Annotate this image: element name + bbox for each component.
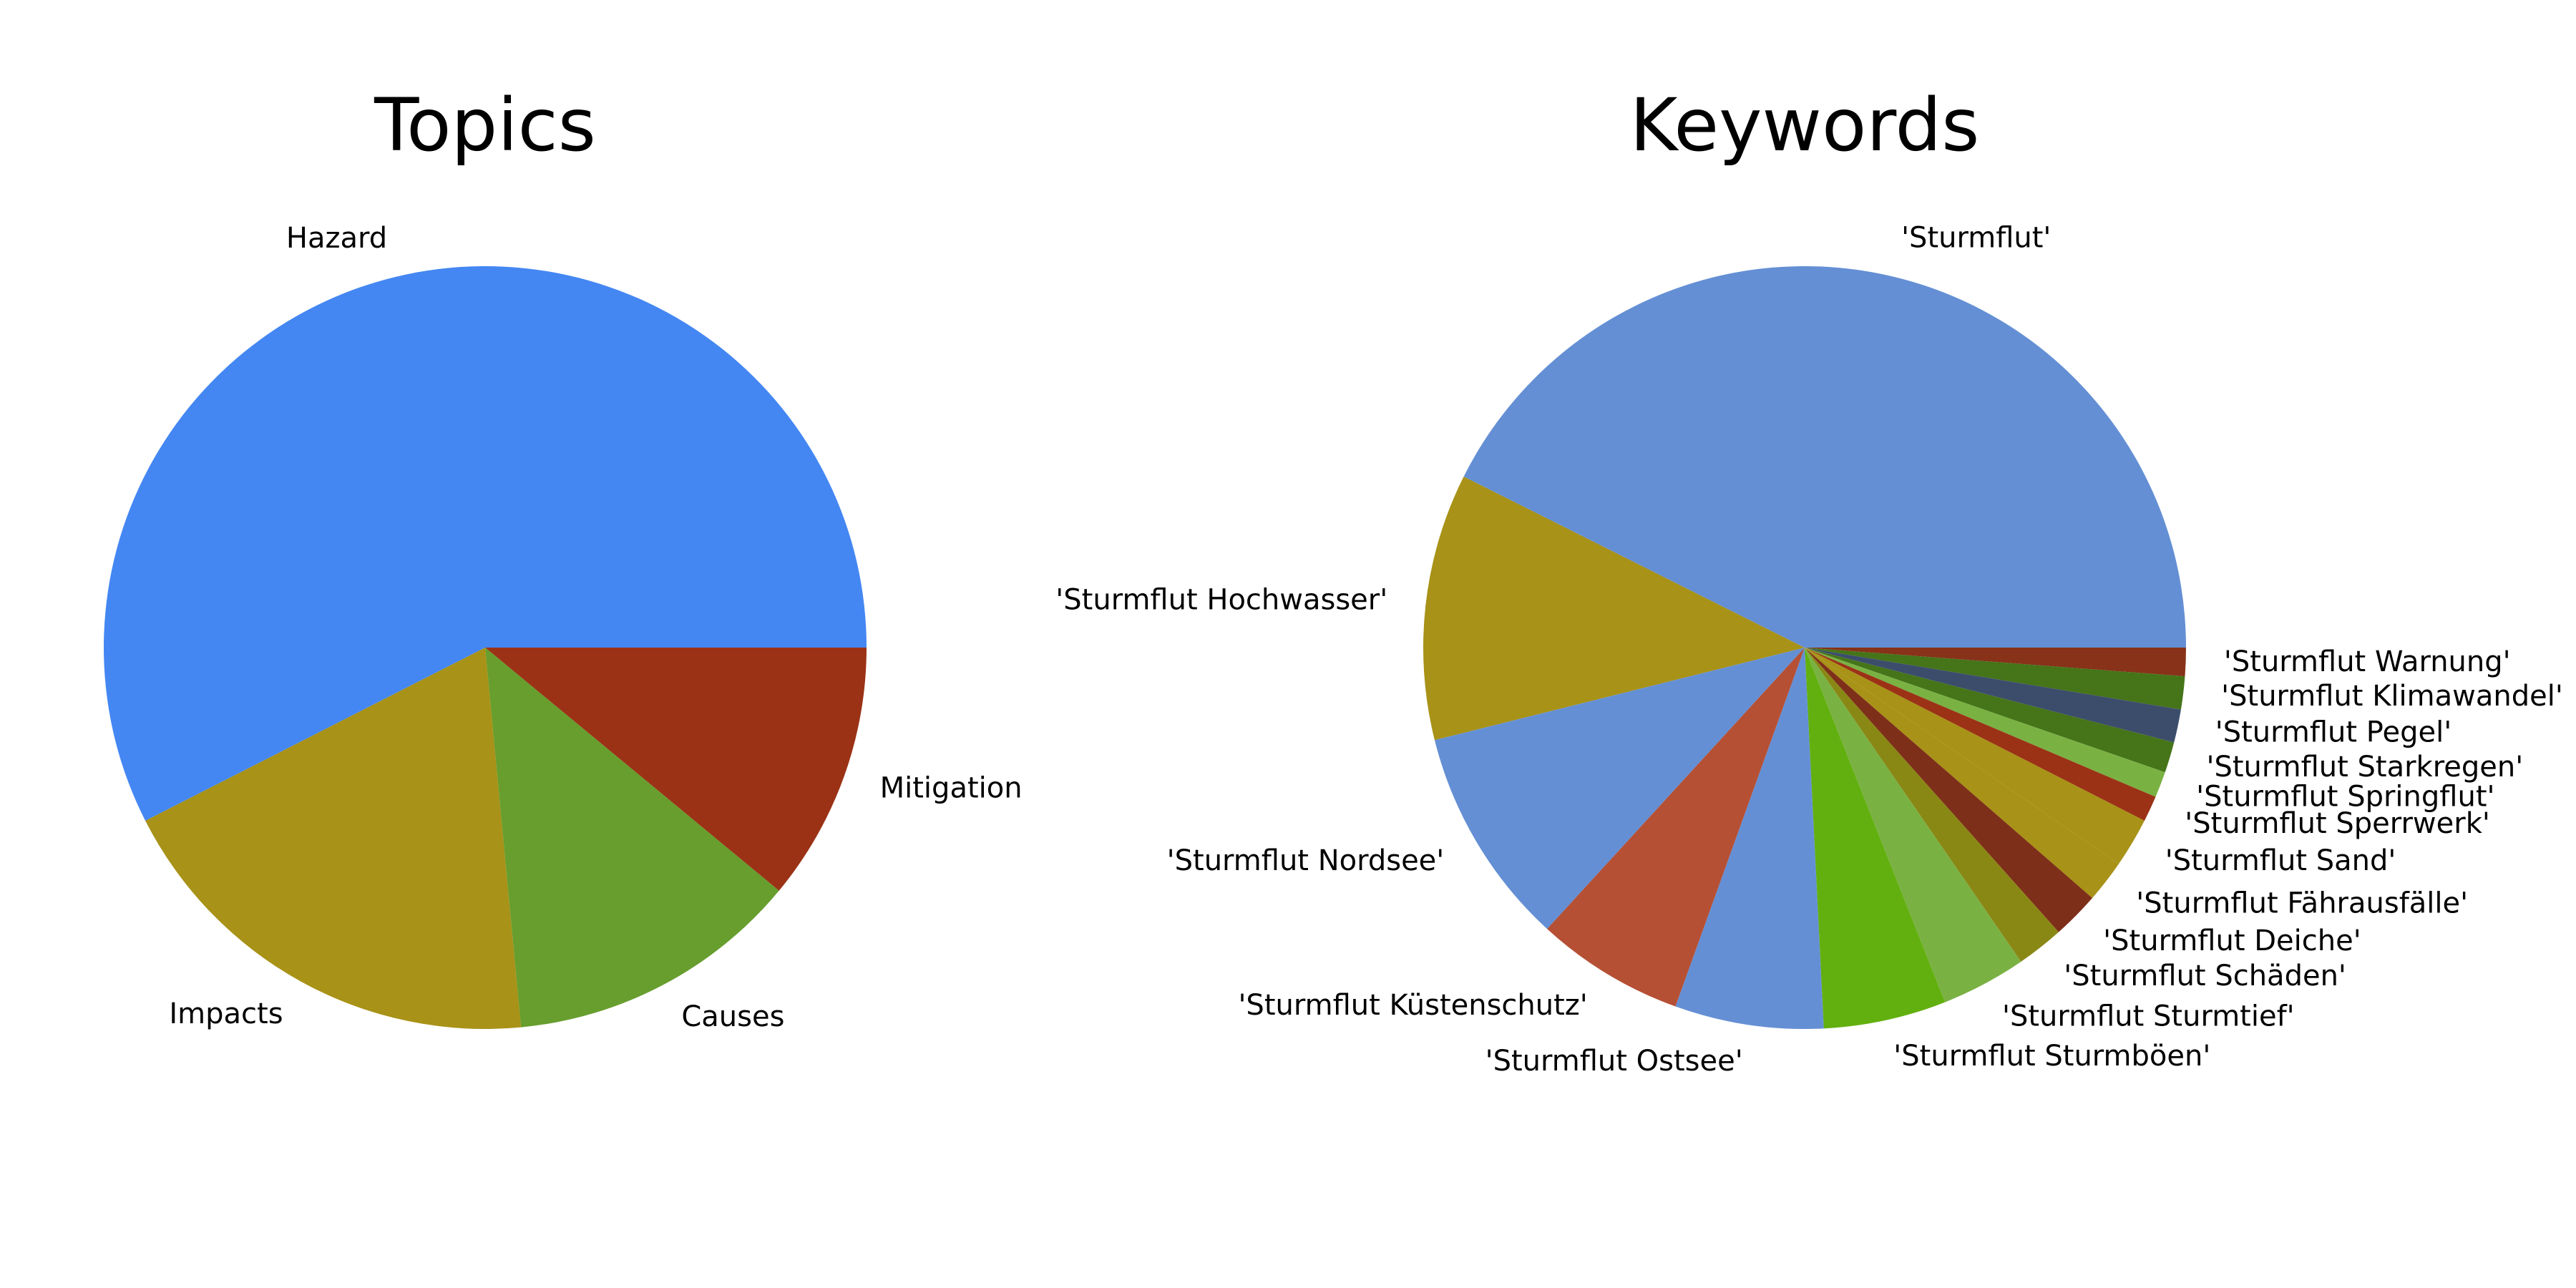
keywords-label-sturmflut-klimawandel: 'Sturmflut Klimawandel'	[2221, 680, 2563, 713]
topics-slices	[104, 266, 867, 1030]
keywords-label-sturmflut-ostsee: 'Sturmflut Ostsee'	[1485, 1045, 1743, 1078]
keywords-label-sturmflut-hochwasser: 'Sturmflut Hochwasser'	[1055, 584, 1387, 617]
keywords-label-sturmflut-pegel: 'Sturmflut Pegel'	[2215, 716, 2452, 749]
keywords-slice-sturmflut	[1463, 266, 2186, 648]
keywords-slice-sturmflut-starkregen	[1805, 648, 2175, 773]
topics-chart-title: Topics	[374, 83, 596, 168]
keywords-label-sturmflut-springflut: 'Sturmflut Springflut'	[2196, 781, 2494, 814]
topics-label-impacts: Impacts	[169, 997, 283, 1030]
keywords-label-sturmflut-schaden: 'Sturmflut Schäden'	[2064, 960, 2346, 992]
keywords-slice-sturmflut-sperrwerk	[1805, 648, 2156, 821]
keywords-label-sturmflut-sturmboen: 'Sturmflut Sturmböen'	[1893, 1040, 2210, 1073]
keywords-label-sturmflut-starkregen: 'Sturmflut Starkregen'	[2206, 751, 2523, 784]
keywords-slice-sturmflut-fahrausfalle	[1805, 648, 2119, 898]
keywords-label-sturmflut-sturmtief: 'Sturmflut Sturmtief'	[2002, 1000, 2295, 1033]
keywords-slice-sturmflut-sturmboen	[1805, 648, 1946, 1029]
keywords-label-sturmflut-nordsee: 'Sturmflut Nordsee'	[1167, 844, 1445, 877]
keywords-label-sturmflut-warnung: 'Sturmflut Warnung'	[2224, 645, 2511, 678]
keywords-slice-sturmflut-warnung	[1805, 648, 2186, 677]
keywords-label-sturmflut: 'Sturmflut'	[1901, 221, 2051, 254]
keywords-slice-sturmflut-nordsee	[1434, 648, 1805, 930]
keywords-slices	[1423, 266, 2186, 1030]
keywords-label-sturmflut-deiche: 'Sturmflut Deiche'	[2103, 924, 2361, 957]
topics-slice-hazard	[104, 266, 867, 821]
topics-slice-impacts	[145, 648, 522, 1030]
keywords-slice-sturmflut-sand	[1805, 648, 2145, 864]
topics-pie-chart: Topics Mitigation Causes Impacts Hazard	[104, 83, 1023, 1033]
keywords-slice-sturmflut-schaden	[1805, 648, 2059, 962]
keywords-slice-sturmflut-klimawandel	[1805, 648, 2185, 710]
topics-label-hazard: Hazard	[286, 222, 387, 255]
topics-slice-causes	[485, 648, 779, 1028]
keywords-label-sturmflut-sperrwerk: 'Sturmflut Sperrwerk'	[2185, 807, 2490, 840]
keywords-slice-sturmflut-ostsee	[1675, 648, 1824, 1030]
topics-labels: Mitigation Causes Impacts Hazard	[169, 222, 1022, 1033]
keywords-slice-sturmflut-kustenschutz	[1547, 648, 1805, 1007]
keywords-labels: 'Sturmflut Warnung''Sturmflut Klimawande…	[1055, 221, 2563, 1077]
keywords-label-sturmflut-fahrausfalle: 'Sturmflut Fährausfälle'	[2136, 887, 2468, 919]
keywords-label-sturmflut-kustenschutz: 'Sturmflut Küstenschutz'	[1238, 989, 1587, 1022]
keywords-slice-sturmflut-pegel	[1805, 648, 2181, 743]
keywords-slice-sturmflut-deiche	[1805, 648, 2093, 932]
topics-label-mitigation: Mitigation	[880, 772, 1023, 805]
keywords-slice-sturmflut-sturmtief	[1805, 648, 2021, 1002]
keywords-chart-title: Keywords	[1630, 83, 1980, 168]
topics-slice-mitigation	[485, 648, 867, 891]
keywords-slice-sturmflut-springflut	[1805, 648, 2165, 797]
keywords-pie-chart: Keywords 'Sturmflut Warnung''Sturmflut K…	[1055, 83, 2563, 1078]
topics-label-causes: Causes	[681, 1000, 784, 1033]
keywords-slice-sturmflut-hochwasser	[1423, 477, 1805, 741]
keywords-label-sturmflut-sand: 'Sturmflut Sand'	[2165, 844, 2396, 877]
